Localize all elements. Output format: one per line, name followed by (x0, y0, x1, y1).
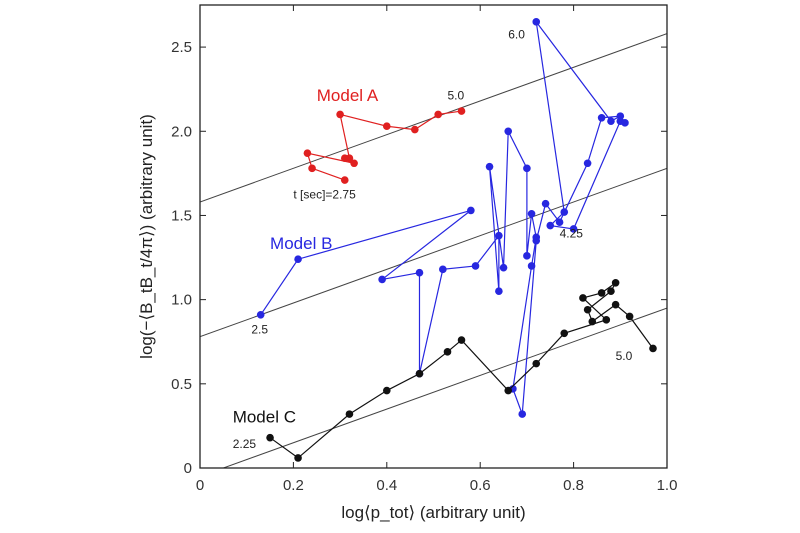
plot-frame (199, 4, 668, 469)
data-point (350, 159, 358, 168)
data-point (308, 164, 316, 173)
x-tick-label: 0.4 (376, 477, 397, 494)
series-model-a (303, 107, 466, 184)
data-point (541, 199, 550, 208)
data-point (532, 236, 541, 245)
data-point (588, 317, 597, 326)
data-point (583, 159, 592, 168)
time-annotation: 2.5 (251, 322, 268, 336)
x-tick-label: 0.2 (283, 477, 304, 494)
data-point (569, 225, 578, 233)
data-point (411, 125, 419, 134)
data-point (611, 300, 620, 309)
data-point (443, 348, 452, 356)
x-tick-label: 0.6 (470, 477, 491, 494)
data-point (649, 344, 657, 353)
data-point (546, 221, 555, 230)
y-tick-label: 0 (184, 460, 192, 477)
data-point (602, 316, 611, 324)
data-point (266, 433, 274, 442)
x-tick-label: 1.0 (657, 477, 678, 494)
x-axis: 0 0.2 0.4 0.6 0.8 1.0 (196, 5, 678, 494)
series-model-c (266, 279, 657, 462)
data-point (457, 107, 466, 115)
data-point (378, 275, 386, 284)
series-label: Model C (233, 408, 296, 427)
series-label: Model A (317, 86, 379, 105)
data-point (527, 209, 536, 218)
data-point (532, 18, 541, 26)
data-point (345, 410, 354, 418)
x-axis-label: log⟨p_tot⟩ (arbitrary unit) (341, 503, 525, 522)
data-point (336, 110, 344, 119)
data-point (294, 454, 302, 462)
data-point (495, 231, 503, 240)
data-point (611, 279, 620, 287)
time-annotation: 5.0 (448, 88, 465, 102)
data-point (485, 162, 494, 171)
data-point (415, 268, 424, 277)
y-tick-label: 1.5 (171, 207, 192, 224)
data-point (504, 386, 513, 395)
x-tick-label: 0.8 (563, 477, 584, 494)
data-point (467, 206, 475, 215)
time-annotation: 5.0 (616, 349, 633, 363)
data-point (607, 287, 615, 296)
data-point (579, 294, 587, 302)
data-point (294, 255, 302, 264)
data-point (415, 369, 424, 378)
data-point (523, 252, 531, 260)
y-tick-label: 0.5 (171, 376, 192, 393)
time-annotation: t [sec]=2.75 (293, 188, 356, 202)
data-point (607, 117, 615, 125)
data-point (555, 218, 564, 226)
reference-line (200, 167, 667, 338)
data-point (560, 208, 569, 216)
series-labels: Model A Model B Model C (233, 86, 379, 427)
reference-line (221, 307, 667, 468)
series-line (306, 110, 462, 181)
series-layer (256, 18, 657, 462)
y-axis-label: log(−⟨B_tB_t/4π⟩) (arbitrary unit) (137, 114, 156, 359)
data-point (499, 263, 508, 272)
data-point (621, 119, 629, 127)
data-point (434, 110, 442, 119)
data-point (560, 329, 569, 338)
data-point (518, 410, 527, 418)
time-annotation: 6.0 (508, 28, 525, 42)
y-tick-label: 2.0 (171, 123, 192, 140)
data-point (383, 122, 391, 131)
data-point (583, 305, 592, 314)
data-point (439, 265, 447, 274)
data-point (340, 176, 349, 184)
series-label: Model B (270, 234, 332, 253)
data-point (256, 310, 265, 319)
data-point (523, 164, 531, 173)
series-line (269, 282, 654, 459)
data-point (597, 289, 606, 297)
time-annotation: 4.25 (560, 226, 584, 240)
data-point (495, 287, 503, 296)
y-tick-label: 1.0 (171, 292, 192, 309)
data-point (383, 386, 391, 395)
y-axis: 0 0.5 1.0 1.5 2.0 2.5 (171, 39, 667, 477)
data-point (303, 149, 312, 157)
data-point (625, 312, 634, 321)
data-point (457, 336, 466, 344)
data-point (597, 114, 606, 122)
data-point (345, 154, 354, 163)
data-point (504, 127, 513, 136)
data-point (527, 262, 536, 270)
time-annotations: 5.0 t [sec]=2.75 6.0 4.25 2.5 2.25 5.0 (233, 28, 633, 451)
y-tick-label: 2.5 (171, 39, 192, 56)
data-point (532, 359, 541, 368)
data-point (471, 262, 480, 270)
x-tick-label: 0 (196, 477, 204, 494)
time-annotation: 2.25 (233, 437, 257, 451)
series-model-b (256, 18, 629, 418)
